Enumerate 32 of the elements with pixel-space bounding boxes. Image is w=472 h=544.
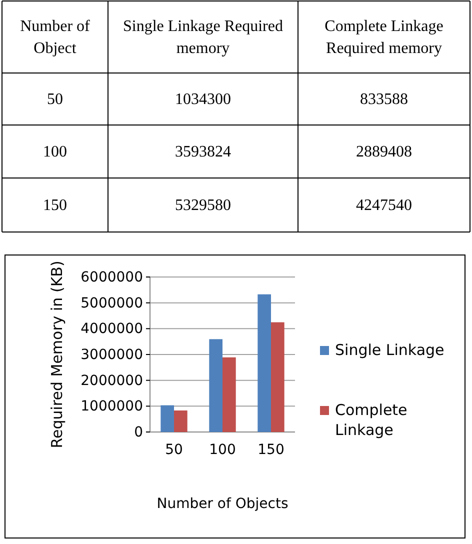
- y-tick-label: 1000000: [80, 398, 143, 415]
- data-label: 2889408: [356, 144, 412, 160]
- text: Complete Linkage Required memory: [324, 18, 444, 57]
- text: Number of Object: [20, 18, 91, 57]
- y-tick-label: 6000000: [80, 269, 143, 286]
- text: Single Linkage Required memory: [123, 18, 283, 57]
- y-tick-label: 5000000: [80, 295, 143, 312]
- x-tick-label: 150: [258, 442, 284, 458]
- y-tick-label: 4000000: [80, 321, 143, 338]
- y-tick-label: 3000000: [80, 346, 143, 363]
- y-tick-label: 2000000: [80, 372, 143, 389]
- y-axis-title: Required Memory in (KB): [48, 260, 66, 448]
- x-tick-label: 50: [165, 442, 183, 458]
- bar: [160, 405, 174, 432]
- x-axis-title: Number of Objects: [156, 496, 288, 512]
- data-label: 4247540: [356, 197, 412, 214]
- data-label: 833588: [360, 91, 408, 108]
- legend-label: Single Linkage: [335, 341, 444, 359]
- category-label: 100: [43, 144, 67, 160]
- bar: [270, 322, 284, 432]
- category-label: 50: [47, 91, 63, 108]
- bar: [222, 357, 236, 432]
- bar: [209, 339, 222, 432]
- data-label: 1034300: [175, 91, 231, 108]
- legend-label: Complete Linkage: [335, 401, 408, 439]
- x-tick-label: 100: [209, 442, 236, 458]
- category-label: 150: [43, 197, 67, 214]
- bar: [174, 410, 188, 432]
- y-tick-label: 0: [134, 424, 143, 440]
- data-label: 5329580: [175, 197, 231, 214]
- data-label: 3593824: [175, 144, 231, 160]
- bar: [258, 294, 271, 432]
